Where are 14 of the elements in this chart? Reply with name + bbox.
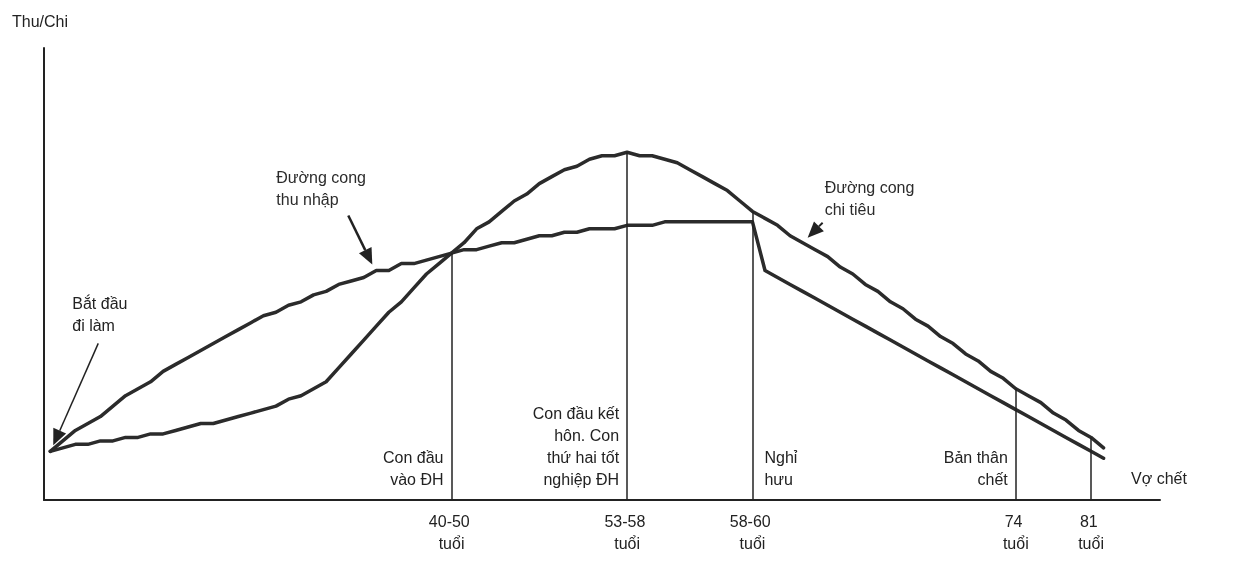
ref-line-label: Con đầu kết hôn. Con thứ hai tốt nghiệp ĐH [532,404,620,488]
x-tick-label: 40-50 tuổi [428,512,475,552]
ref-line-label: Nghỉ hưu [764,448,798,488]
x-tick-label: 81 tuổi [1078,512,1104,552]
x-tick-label: 58-60 tuổi [729,512,776,552]
ref-line-label: Vợ chết [1131,469,1188,487]
text: Thu/Chi [12,12,69,30]
ref-line-label: Con đầu vào ĐH [383,448,444,488]
text: Đường cong thu nhập [276,169,366,209]
x-tick-label: 74 tuổi [1002,512,1029,552]
text: Đường cong chi tiêu [824,179,915,219]
annotation: Bắt đầu đi làm [72,293,128,334]
x-tick-label: 53-58 tuổi [604,512,650,552]
ref-line-label: Bản thân chết [943,448,1009,488]
